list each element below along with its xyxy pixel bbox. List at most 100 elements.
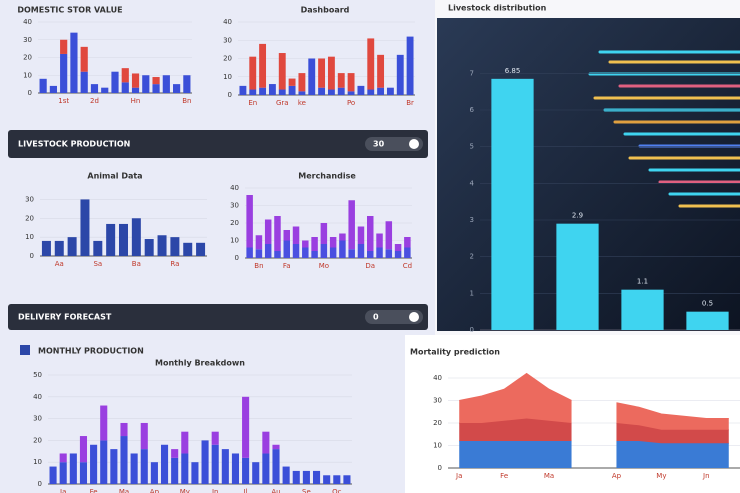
x-tick-label: Ja	[455, 472, 462, 480]
bar	[93, 240, 103, 256]
bar	[347, 91, 355, 95]
bar	[162, 75, 170, 93]
y-tick-label: 10	[25, 233, 34, 241]
y-tick-label: 30	[25, 195, 34, 203]
bar	[491, 78, 534, 330]
bar	[181, 453, 189, 484]
y-tick-label: 40	[230, 184, 239, 192]
bar	[311, 251, 318, 258]
bar	[320, 244, 328, 258]
y-tick-label: 40	[23, 18, 32, 26]
value-label: 1.1	[637, 278, 648, 286]
bar	[211, 431, 219, 445]
area-fill	[459, 418, 572, 441]
bar	[367, 251, 374, 258]
bar	[70, 32, 78, 93]
y-tick-label: 30	[33, 415, 42, 423]
toggle-label: 30	[373, 140, 385, 149]
y-tick-label: 40	[433, 374, 442, 382]
bar	[249, 56, 257, 90]
bar	[329, 247, 337, 258]
x-tick-label: Cd	[403, 262, 412, 270]
y-tick-label: 0	[228, 91, 232, 99]
x-tick-label: Fe	[90, 488, 98, 493]
bar	[339, 240, 346, 258]
bar	[120, 436, 128, 484]
bar	[292, 226, 300, 244]
toggle[interactable]	[365, 310, 423, 324]
bar	[144, 239, 154, 256]
bar	[201, 440, 209, 484]
bar	[59, 453, 67, 463]
bar	[80, 71, 88, 93]
toggle-knob[interactable]	[409, 312, 419, 322]
y-tick-label: 2	[470, 253, 474, 261]
area-fill	[616, 423, 729, 444]
bar	[183, 75, 191, 93]
bar	[231, 453, 240, 484]
y-tick-label: 7	[470, 69, 474, 77]
y-tick-label: 40	[223, 18, 232, 26]
chart-title: Merchandise	[298, 172, 356, 181]
area-fill	[616, 402, 729, 430]
bar	[110, 449, 118, 484]
x-tick-label: Sa	[93, 260, 102, 268]
area-line	[616, 402, 729, 419]
bar	[49, 466, 57, 484]
value-label: 0.5	[702, 300, 713, 308]
section-title: LIVESTOCK PRODUCTION	[18, 140, 130, 149]
bar	[54, 240, 64, 256]
x-tick-label: Mo	[319, 262, 329, 270]
x-tick-label: Oc	[332, 488, 342, 493]
x-tick-label: Bn	[254, 262, 263, 270]
bar	[404, 237, 411, 248]
bar	[337, 73, 345, 88]
bar	[686, 311, 729, 330]
y-tick-label: 50	[33, 371, 42, 379]
icon	[20, 345, 30, 355]
y-tick-label: 1	[470, 289, 474, 297]
bar	[246, 247, 253, 258]
x-tick-label: Br	[406, 99, 414, 107]
x-tick-label: My	[656, 472, 666, 480]
bar	[196, 242, 206, 256]
toggle[interactable]	[365, 137, 423, 151]
area-line	[459, 372, 572, 401]
y-tick-label: 5	[470, 143, 474, 151]
y-tick-label: 20	[23, 54, 32, 62]
x-tick-label: Se	[302, 488, 311, 493]
bar	[142, 75, 150, 93]
y-tick-label: 30	[230, 202, 239, 210]
bar	[120, 422, 128, 437]
value-label: 2.9	[572, 212, 583, 220]
toggle-label: 0	[373, 313, 379, 322]
bar	[329, 237, 337, 248]
bar	[288, 85, 296, 95]
bar	[255, 235, 263, 250]
section-title: DELIVERY FORECAST	[18, 313, 112, 322]
bar	[386, 87, 394, 95]
bar	[67, 237, 77, 256]
bar	[100, 405, 108, 441]
y-tick-label: 3	[470, 216, 474, 224]
bar	[90, 444, 98, 484]
chart-title: Dashboard	[301, 6, 350, 15]
bar	[268, 84, 276, 95]
toggle-knob[interactable]	[409, 139, 419, 149]
y-tick-label: 20	[25, 214, 34, 222]
bar	[60, 53, 68, 93]
x-tick-label: 1st	[58, 97, 69, 105]
white-panel	[405, 335, 740, 493]
x-tick-label: Ma	[119, 488, 129, 493]
x-tick-label: Ja	[59, 488, 66, 493]
bar	[347, 73, 355, 92]
y-tick-label: 0	[235, 254, 239, 262]
x-tick-label: Au	[271, 488, 280, 493]
x-tick-label: Ap	[150, 488, 160, 493]
bar	[283, 240, 290, 258]
bar	[283, 230, 290, 241]
bar	[404, 247, 411, 258]
y-tick-label: 0	[438, 464, 442, 472]
bar	[79, 462, 88, 484]
bar	[191, 462, 199, 484]
